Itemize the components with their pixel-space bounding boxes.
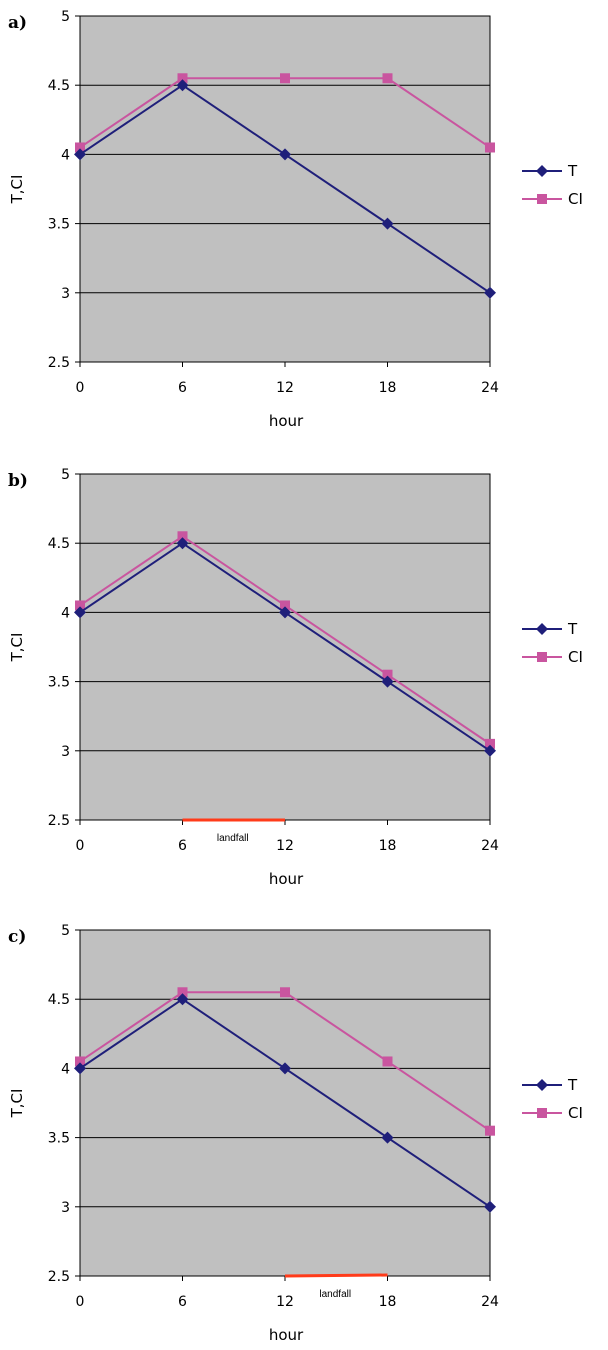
data-point-T (74, 148, 86, 161)
data-point-CI (177, 73, 188, 84)
landfall-bar (284, 1273, 388, 1278)
x-axis-label: hour (269, 412, 304, 430)
y-tick-label: 3 (61, 744, 70, 760)
y-tick-label: 4 (61, 605, 70, 621)
data-point-CI (485, 142, 495, 153)
y-axis-label: T,CI (8, 633, 26, 663)
y-tick-label: 4 (61, 147, 70, 163)
legend-label-T: T (567, 162, 578, 180)
x-tick-label: 24 (481, 838, 499, 854)
data-point-T (484, 286, 496, 299)
legend: T CI (522, 620, 583, 666)
y-tick-label: 4.5 (48, 536, 70, 552)
legend-marker-CI (537, 652, 547, 662)
x-tick-label: 6 (178, 1294, 187, 1310)
data-point-CI (177, 987, 188, 998)
x-tick-label: 0 (76, 838, 85, 854)
y-tick-label: 3.5 (48, 675, 70, 691)
data-point-T (176, 537, 189, 550)
data-point-T (279, 1062, 291, 1075)
legend-marker-T (536, 1079, 548, 1091)
x-axis-label: hour (269, 1326, 304, 1344)
legend-label-T: T (567, 620, 578, 638)
y-axis-label: T,CI (8, 175, 26, 205)
data-point-CI (485, 738, 495, 749)
landfall-label: landfall (217, 833, 249, 844)
x-tick-label: 12 (276, 1294, 294, 1310)
panel-label: b) (8, 471, 28, 491)
y-tick-label: 4 (61, 1061, 70, 1077)
y-tick-label: 3 (61, 1200, 70, 1216)
y-tick-label: 2.5 (48, 355, 70, 371)
data-point-CI (75, 142, 85, 153)
data-point-CI (75, 1056, 85, 1067)
landfall-label: landfall (319, 1289, 351, 1300)
y-tick-label: 3 (61, 286, 70, 302)
y-tick-label: 3.5 (48, 217, 70, 233)
y-tick-label: 5 (61, 923, 70, 939)
legend-marker-T (536, 623, 548, 635)
plot-area (79, 473, 491, 821)
legend-marker-CI (537, 1108, 547, 1118)
y-axis-label: T,CI (8, 1089, 26, 1119)
chart-panel-2: 2.5 3 3.5 4 4.5 5 0 6 12 18 24 hour T,CI b) landfall TC… (8, 467, 583, 888)
legend-marker-T (536, 165, 548, 177)
y-tick-label: 2.5 (48, 813, 70, 829)
data-point-CI (280, 73, 290, 84)
legend-label-CI: CI (568, 648, 583, 666)
data-point-T (176, 993, 189, 1006)
y-tick-label: 4.5 (48, 78, 70, 94)
data-point-CI (485, 1125, 495, 1136)
legend: T CI (522, 1076, 583, 1122)
data-point-CI (382, 1056, 393, 1067)
data-point-T (74, 606, 86, 619)
chart-panel-3: 2.5 3 3.5 4 4.5 5 0 6 12 18 24 hour T,CI c) landfall TC… (8, 923, 583, 1344)
x-tick-label: 24 (481, 1294, 499, 1310)
chart-panel-1: 2.5 3 3.5 4 4.5 5 0 6 12 18 24 hour T,CI a) T CI (8, 9, 583, 430)
x-axis-label: hour (269, 870, 304, 888)
data-point-T (176, 79, 189, 92)
data-point-T (279, 606, 291, 619)
legend-marker-CI (537, 194, 547, 204)
data-point-T (381, 1131, 394, 1144)
legend: T CI (522, 162, 583, 208)
data-point-T (484, 1200, 496, 1213)
legend-label-CI: CI (568, 1104, 583, 1122)
x-tick-label: 6 (178, 380, 187, 396)
x-tick-label: 12 (276, 838, 294, 854)
panel-label: a) (8, 13, 27, 33)
y-tick-label: 4.5 (48, 992, 70, 1008)
y-tick-label: 5 (61, 467, 70, 483)
x-tick-label: 24 (481, 380, 499, 396)
data-point-T (279, 148, 291, 161)
data-point-CI (382, 669, 393, 680)
data-point-T (74, 1062, 86, 1075)
plot-area (79, 15, 491, 363)
legend-label-T: T (567, 1076, 578, 1094)
x-tick-label: 6 (178, 838, 187, 854)
data-point-CI (280, 987, 290, 998)
data-point-CI (280, 600, 290, 611)
y-tick-label: 2.5 (48, 1269, 70, 1285)
x-tick-label: 12 (276, 380, 294, 396)
data-point-CI (382, 73, 393, 84)
data-point-CI (75, 600, 85, 611)
data-point-T (484, 744, 496, 757)
x-tick-label: 18 (379, 1294, 397, 1310)
x-tick-label: 0 (76, 380, 85, 396)
x-tick-label: 18 (379, 380, 397, 396)
legend-label-CI: CI (568, 190, 583, 208)
plot-area (79, 929, 491, 1277)
panel-label: c) (8, 927, 26, 947)
y-tick-label: 5 (61, 9, 70, 25)
data-point-CI (177, 531, 188, 542)
x-tick-label: 0 (76, 1294, 85, 1310)
data-point-T (381, 675, 394, 688)
x-tick-label: 18 (379, 838, 397, 854)
y-tick-label: 3.5 (48, 1131, 70, 1147)
data-point-T (381, 217, 394, 230)
